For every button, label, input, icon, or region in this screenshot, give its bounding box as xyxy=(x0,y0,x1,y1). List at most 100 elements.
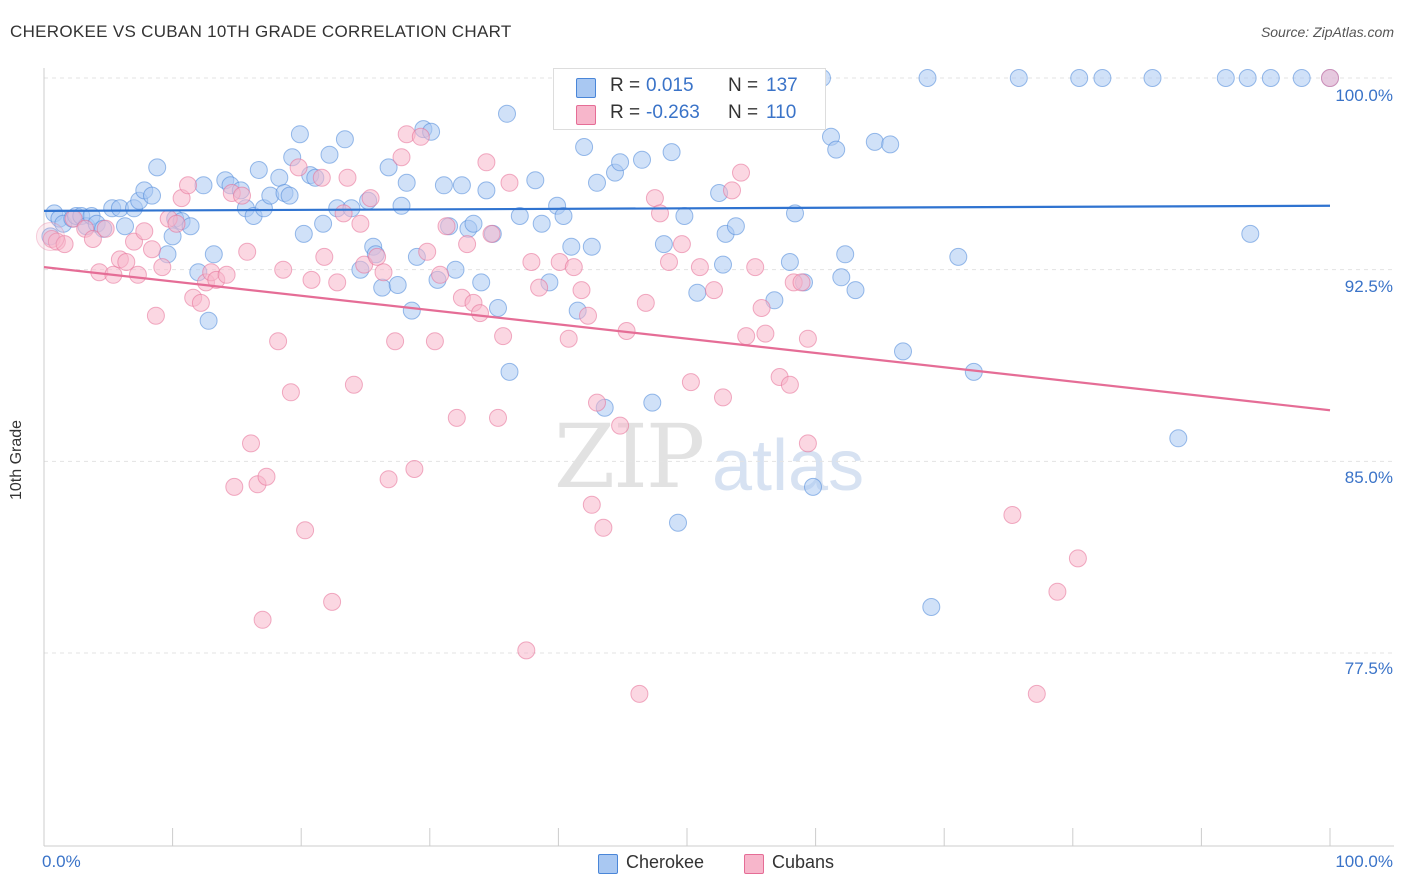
cubans-point xyxy=(471,304,489,323)
cubans-point xyxy=(392,148,411,167)
cubans-point xyxy=(117,253,136,271)
grid-lines xyxy=(44,77,1394,654)
cubans-point xyxy=(274,260,293,279)
cherokee-point xyxy=(1093,69,1112,87)
cubans-point xyxy=(379,470,398,489)
cubans-point xyxy=(253,610,272,629)
cubans-trend-line xyxy=(43,266,1331,412)
cubans-point xyxy=(756,324,775,343)
cubans-point xyxy=(723,181,741,200)
cherokee-point xyxy=(1143,69,1162,87)
cubans-point xyxy=(579,306,597,325)
legend-n-value: 110 xyxy=(766,102,797,123)
cubans-point xyxy=(672,235,691,254)
cubans-point xyxy=(361,189,380,208)
cubans-point xyxy=(128,265,147,284)
cubans-point xyxy=(494,327,513,346)
cherokee-point xyxy=(1292,69,1311,87)
cubans-point xyxy=(233,186,251,205)
cubans-point xyxy=(798,434,817,453)
cherokee-point xyxy=(434,176,453,195)
cubans-point xyxy=(798,329,817,348)
cherokee-point xyxy=(532,214,551,233)
cubans-point xyxy=(594,518,613,537)
legend-r-value: 0.015 xyxy=(646,75,694,96)
cubans-point xyxy=(489,408,507,427)
cherokee-point xyxy=(832,268,851,287)
cherokee-point xyxy=(922,598,941,616)
cherokee-point xyxy=(588,173,606,192)
bottom-legend-label-cherokee: Cherokee xyxy=(626,852,705,872)
cubans-point xyxy=(323,592,342,611)
cubans-point xyxy=(572,281,591,300)
cubans-point xyxy=(437,217,456,236)
cubans-point xyxy=(588,393,606,412)
cubans-point xyxy=(96,219,115,238)
cubans-point xyxy=(238,242,257,261)
cherokee-point xyxy=(204,245,223,264)
cubans-point xyxy=(522,253,541,271)
cubans-point xyxy=(780,375,799,394)
cherokee-point xyxy=(1169,429,1188,448)
cubans-point xyxy=(1068,549,1087,568)
legend-n-value: 137 xyxy=(766,75,798,96)
cherokee-point xyxy=(786,204,804,223)
cherokee-point xyxy=(194,176,213,195)
x-tick-label-min: 0.0% xyxy=(42,852,81,871)
cherokee-point xyxy=(554,207,573,225)
cherokee-point xyxy=(881,135,900,154)
cherokee-point xyxy=(804,477,822,496)
chart-title: CHEROKEE VS CUBAN 10TH GRADE CORRELATION… xyxy=(10,22,512,41)
watermark-zip: ZIP xyxy=(554,405,705,508)
cherokee-point xyxy=(688,283,707,302)
cherokee-point xyxy=(335,130,354,149)
cubans-point xyxy=(1027,684,1046,703)
cherokee-point xyxy=(143,186,161,205)
cherokee-point xyxy=(780,253,799,271)
cubans-point xyxy=(732,163,750,182)
cherokee-point xyxy=(472,273,491,292)
cherokee-point xyxy=(827,140,846,159)
cubans-point xyxy=(1003,506,1022,524)
cubans-point xyxy=(582,495,601,514)
cubans-point xyxy=(302,270,321,289)
cherokee-point xyxy=(500,362,519,381)
cubans-point xyxy=(143,240,161,259)
stats-legend: R = 0.015 N = 137 R = -0.263 N = 110 xyxy=(553,68,826,130)
cubans-point xyxy=(281,383,300,402)
cubans-point xyxy=(146,306,165,325)
cubans-point xyxy=(374,263,393,282)
cherokee-point xyxy=(498,104,516,123)
cubans-point xyxy=(368,247,387,266)
cherokee-point xyxy=(392,196,411,215)
cherokee-point xyxy=(726,217,745,236)
cherokee-point xyxy=(489,299,507,317)
chart-source: Source: ZipAtlas.com xyxy=(1260,24,1394,40)
cherokee-point xyxy=(373,278,392,297)
cherokee-point xyxy=(1241,224,1260,243)
cherokee-point xyxy=(379,158,398,177)
y-axis-label: 10th Grade xyxy=(8,419,25,500)
cherokee-point xyxy=(314,214,333,233)
bottom-legend-swatch-cherokee xyxy=(598,854,618,874)
cherokee-point xyxy=(270,168,289,187)
cubans-point xyxy=(135,222,154,241)
cherokee-point xyxy=(575,138,594,156)
cubans-point xyxy=(55,235,74,254)
cherokee-point xyxy=(654,235,673,254)
cubans-point xyxy=(746,258,765,277)
legend-r-label: R = xyxy=(610,75,641,96)
axes xyxy=(43,68,1394,847)
cherokee-point xyxy=(1009,69,1028,87)
cherokee-point xyxy=(388,276,407,294)
cubans-point xyxy=(257,467,276,486)
cubans-point xyxy=(500,173,519,192)
cubans-point xyxy=(792,273,811,292)
cubans-point xyxy=(269,332,288,351)
cubans-point xyxy=(411,127,430,146)
cubans-point xyxy=(559,329,578,348)
cubans-point xyxy=(334,204,353,223)
cherokee-point xyxy=(1238,69,1257,87)
cherokee-point xyxy=(714,255,732,274)
